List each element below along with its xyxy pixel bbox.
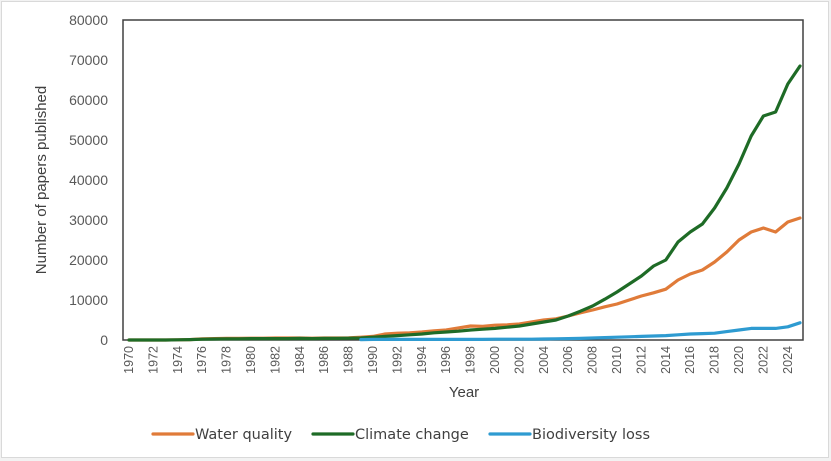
x-tick-label: 2000 xyxy=(488,346,502,374)
y-tick-label: 80000 xyxy=(69,12,108,28)
x-tick-label: 1998 xyxy=(464,346,478,374)
legend-label: Water quality xyxy=(195,427,292,443)
legend-item-water-quality: Water quality xyxy=(151,427,292,443)
x-tick-label: 1984 xyxy=(293,346,307,374)
x-tick-label: 1980 xyxy=(244,346,258,374)
y-tick-label: 30000 xyxy=(69,212,108,228)
legend-label: Climate change xyxy=(355,427,469,443)
x-tick-label: 2004 xyxy=(537,346,551,374)
x-tick-label: 2012 xyxy=(634,346,648,374)
legend-label: Biodiversity loss xyxy=(532,427,650,443)
series-line-water-quality xyxy=(127,216,802,342)
x-tick-label: 2022 xyxy=(756,346,770,374)
x-tick-label: 1982 xyxy=(268,346,282,374)
x-tick-label: 2024 xyxy=(781,346,795,374)
x-tick-label: 1974 xyxy=(171,346,185,374)
x-tick-label: 1976 xyxy=(195,346,209,374)
x-tick-label: 2014 xyxy=(659,346,673,374)
x-tick-label: 1988 xyxy=(342,346,356,374)
y-tick-label: 0 xyxy=(100,332,108,348)
x-tick-label: 1978 xyxy=(220,346,234,374)
series-line-climate-change xyxy=(127,64,802,342)
series-line-biodiversity-loss xyxy=(359,321,802,342)
x-tick-label: 1992 xyxy=(390,346,404,374)
x-tick-label: 2020 xyxy=(732,346,746,374)
x-tick-label: 2008 xyxy=(586,346,600,374)
x-tick-label: 1970 xyxy=(122,346,136,374)
x-tick-label: 1986 xyxy=(317,346,331,374)
y-tick-label: 60000 xyxy=(69,92,108,108)
y-axis-title: Number of papers published xyxy=(33,86,50,274)
x-tick-label: 1996 xyxy=(439,346,453,374)
x-tick-label: 1990 xyxy=(366,346,380,374)
x-tick-label: 2006 xyxy=(561,346,575,374)
x-tick-label: 2018 xyxy=(708,346,722,374)
x-tick-label: 2010 xyxy=(610,346,624,374)
y-tick-label: 50000 xyxy=(69,132,108,148)
y-tick-label: 40000 xyxy=(69,172,108,188)
x-axis-title: Year xyxy=(449,384,479,401)
x-tick-label: 1994 xyxy=(415,346,429,374)
legend-item-climate-change: Climate change xyxy=(311,427,469,443)
x-tick-label: 1972 xyxy=(146,346,160,374)
x-tick-label: 2002 xyxy=(512,346,526,374)
plot-area-border xyxy=(122,19,804,341)
y-tick-label: 70000 xyxy=(69,52,108,68)
x-tick-label: 2016 xyxy=(683,346,697,374)
y-tick-label: 20000 xyxy=(69,252,108,268)
legend-item-biodiversity-loss: Biodiversity loss xyxy=(488,427,650,443)
y-tick-label: 10000 xyxy=(69,292,108,308)
